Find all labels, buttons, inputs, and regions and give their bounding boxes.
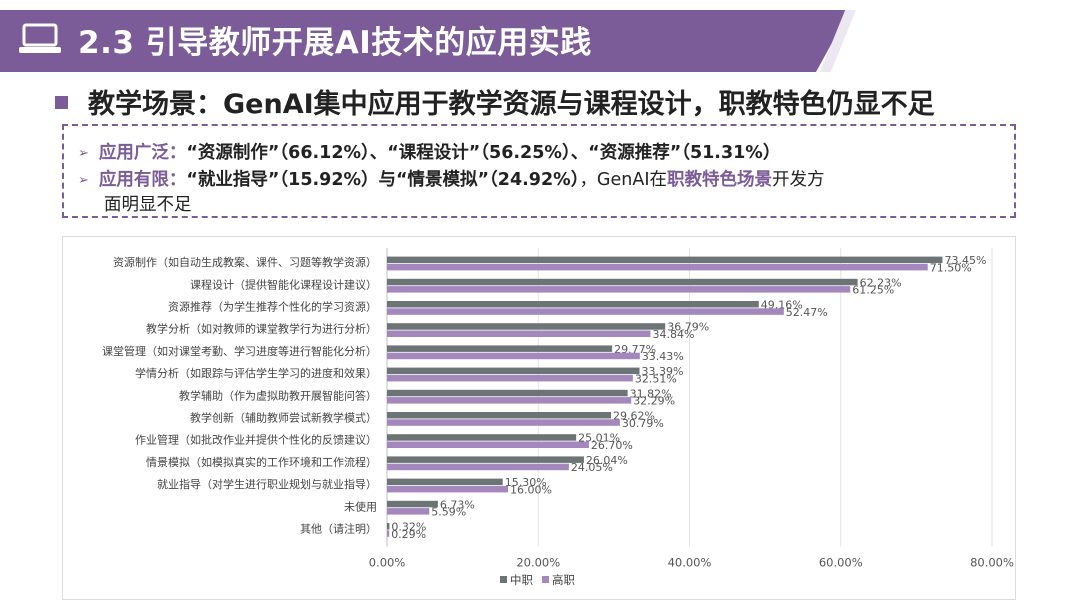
category-label: 课程设计（提供智能化课程设计建议） (190, 277, 377, 291)
x-tick-label: 80.00% (970, 556, 1014, 570)
legend-label: 中职 (510, 573, 533, 587)
category-label: 学情分析（如跟踪与评估学生学习的进度和效果） (135, 366, 377, 380)
summary-box (62, 124, 1016, 218)
data-label: 73.45% (944, 254, 986, 267)
category-label: 教学分析（如对教师的课堂教学行为进行分析） (146, 322, 377, 336)
data-label: 32.51% (635, 372, 677, 385)
x-tick-label: 60.00% (819, 556, 863, 570)
bar-gaozhi (387, 263, 928, 271)
legend-swatch (500, 576, 507, 583)
bar-gaozhi (387, 463, 569, 471)
category-label: 其他（请注明） (300, 522, 377, 536)
category-label: 课堂管理（如对课堂考勤、学习进度等进行智能化分析） (102, 344, 377, 358)
bar-gaozhi (387, 397, 632, 404)
summary-line-2: ➢ 应用有限：“就业指导”（15.92%）与“情景模拟”（24.92%），GenA… (78, 170, 825, 190)
data-label: 62.23% (860, 276, 902, 289)
category-label: 教学辅助（作为虚拟助教开展智能问答） (179, 388, 377, 402)
summary-line-2-continued: 面明显不足 (104, 195, 192, 215)
data-label: 31.82% (630, 387, 672, 400)
data-label: 52.47% (786, 306, 828, 319)
bar-zhongzhi (387, 345, 613, 352)
category-label: 资源制作（如自动生成教案、课件、习题等教学资源） (113, 255, 377, 269)
data-label: 26.04% (586, 454, 628, 467)
bar-zhongzhi (387, 412, 612, 419)
data-label: 34.84% (652, 328, 694, 341)
data-label: 25.01% (578, 432, 620, 445)
bar-gaozhi (387, 286, 851, 293)
category-label: 作业管理（如批改作业并提供个性化的反馈建议） (135, 433, 377, 447)
arrow-bullet-icon: ➢ (78, 173, 89, 188)
arrow-bullet-icon: ➢ (78, 146, 89, 161)
bar-zhongzhi (387, 278, 858, 286)
category-label: 未使用 (344, 500, 377, 513)
title-bar (0, 10, 850, 72)
category-label: 就业指导（对学生进行职业规划与就业指导） (157, 477, 377, 491)
data-label: 6.73% (440, 498, 475, 511)
data-label: 61.25% (852, 284, 894, 297)
bar-zhongzhi (387, 500, 438, 508)
legend-swatch (542, 576, 549, 583)
data-label: 29.77% (614, 343, 656, 356)
bar-gaozhi (387, 508, 430, 515)
data-label: 30.79% (622, 417, 664, 430)
data-label: 0.29% (391, 528, 426, 541)
bar-gaozhi (387, 374, 633, 382)
data-label: 5.59% (431, 506, 466, 519)
data-label: 33.39% (642, 365, 684, 378)
data-label: 36.79% (667, 321, 709, 334)
data-label: 29.62% (613, 410, 655, 423)
bar-gaozhi (387, 530, 390, 537)
x-tick-label: 20.00% (516, 556, 560, 570)
bar-zhongzhi (387, 456, 584, 463)
data-label: 16.00% (510, 483, 552, 496)
bar-zhongzhi (387, 434, 577, 441)
chart-frame (62, 236, 1016, 600)
bar-zhongzhi (387, 301, 759, 308)
bar-gaozhi (387, 308, 784, 315)
data-label: 49.16% (761, 299, 803, 312)
x-tick-label: 0.00% (369, 556, 406, 570)
summary-line-1: ➢ 应用广泛：“资源制作”（66.12%）、“课程设计”（56.25%）、“资源推… (78, 143, 781, 163)
bar-gaozhi (387, 352, 640, 360)
bar-zhongzhi (387, 323, 666, 330)
data-label: 71.50% (930, 261, 972, 274)
category-label: 教学创新（辅助教师尝试新教学模式） (190, 411, 377, 425)
data-label: 32.29% (633, 395, 675, 408)
page-title: 2.3 引导教师开展AI技术的应用实践 (78, 25, 592, 61)
bar-gaozhi (387, 441, 589, 448)
category-label: 情景模拟（如模拟真实的工作环境和工作流程） (146, 455, 377, 469)
subheading: 教学场景：GenAI集中应用于教学资源与课程设计，职教特色仍显不足 (88, 89, 935, 120)
laptop-icon (18, 22, 62, 60)
bar-zhongzhi (387, 389, 628, 397)
x-tick-label: 40.00% (668, 556, 712, 570)
bar-zhongzhi (387, 367, 640, 375)
data-label: 24.05% (571, 461, 613, 474)
bar-gaozhi (387, 330, 651, 337)
bar-zhongzhi (387, 478, 503, 486)
bar-zhongzhi (387, 256, 943, 264)
legend-label: 高职 (552, 573, 575, 587)
category-label: 资源推荐（为学生推荐个性化的学习资源） (168, 300, 377, 314)
data-label: 26.70% (591, 439, 633, 452)
bar-gaozhi (387, 485, 508, 493)
data-label: 33.43% (642, 350, 684, 363)
data-label: 15.30% (505, 476, 547, 489)
data-label: 0.32% (391, 521, 426, 534)
subheading-bullet-icon (55, 96, 68, 109)
bar-gaozhi (387, 419, 620, 426)
bar-zhongzhi (387, 523, 390, 530)
